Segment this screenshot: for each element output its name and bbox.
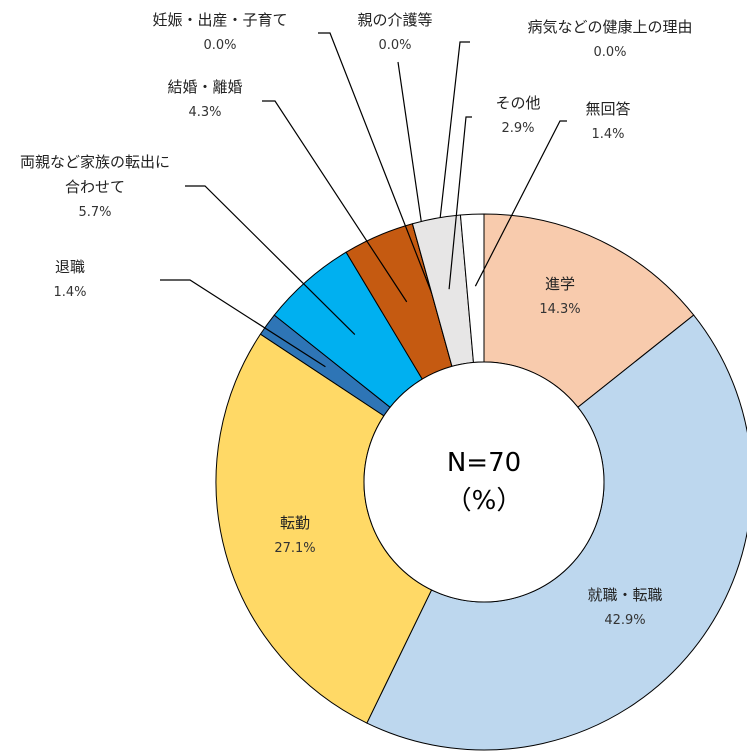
slice-label: 両親など家族の転出に合わせて 5.7%: [20, 150, 170, 225]
leader-line: [262, 100, 408, 303]
slice-label: 転勤 27.1%: [255, 511, 335, 561]
center-text: N=70 （%）: [446, 444, 523, 520]
category-label: 妊娠・出産・子育て: [152, 11, 288, 29]
slice-label: 進学 14.3%: [520, 272, 600, 322]
value-label: 42.9%: [604, 613, 646, 628]
category-label: 親の介護等: [357, 11, 433, 29]
category-label: 両親など家族の転出に合わせて: [20, 153, 171, 196]
donut-hole: [363, 361, 605, 603]
leader-line: [474, 120, 567, 287]
leader-line: [318, 32, 433, 294]
slice-label: 親の介護等 0.0%: [340, 8, 450, 58]
category-label: 転勤: [279, 514, 310, 532]
slice-label: 妊娠・出産・子育て 0.0%: [125, 8, 315, 58]
leader-line: [185, 185, 356, 335]
value-label: 27.1%: [274, 541, 316, 556]
value-label: 0.0%: [593, 45, 627, 60]
category-label: 就職・転職: [587, 586, 663, 604]
slice-label: 就職・転職 42.9%: [565, 583, 685, 633]
value-label: 1.4%: [53, 285, 87, 300]
leader-line: [431, 41, 470, 294]
leader-line: [448, 116, 472, 290]
value-label: 1.4%: [591, 127, 625, 142]
leader-line: [160, 279, 326, 368]
slice-label: 病気などの健康上の理由 0.0%: [495, 15, 725, 65]
value-label: 0.0%: [378, 38, 412, 53]
value-label: 0.0%: [203, 38, 237, 53]
center-line: （%）: [445, 486, 523, 516]
category-label: 進学: [544, 275, 575, 293]
value-label: 14.3%: [539, 302, 581, 317]
slice-label: 無回答 1.4%: [568, 97, 648, 147]
value-label: 4.3%: [188, 105, 222, 120]
category-label: 退職: [54, 258, 85, 276]
slice-label: 結婚・離婚 4.3%: [150, 75, 260, 125]
category-label: その他: [495, 94, 541, 112]
slice-label: 退職 1.4%: [30, 255, 110, 305]
center-line: N=70: [446, 448, 522, 478]
value-label: 5.7%: [78, 205, 112, 220]
slice-label: その他 2.9%: [478, 91, 558, 141]
value-label: 2.9%: [501, 121, 535, 136]
category-label: 結婚・離婚: [167, 78, 243, 96]
category-label: 病気などの健康上の理由: [527, 18, 693, 36]
category-label: 無回答: [585, 100, 631, 118]
